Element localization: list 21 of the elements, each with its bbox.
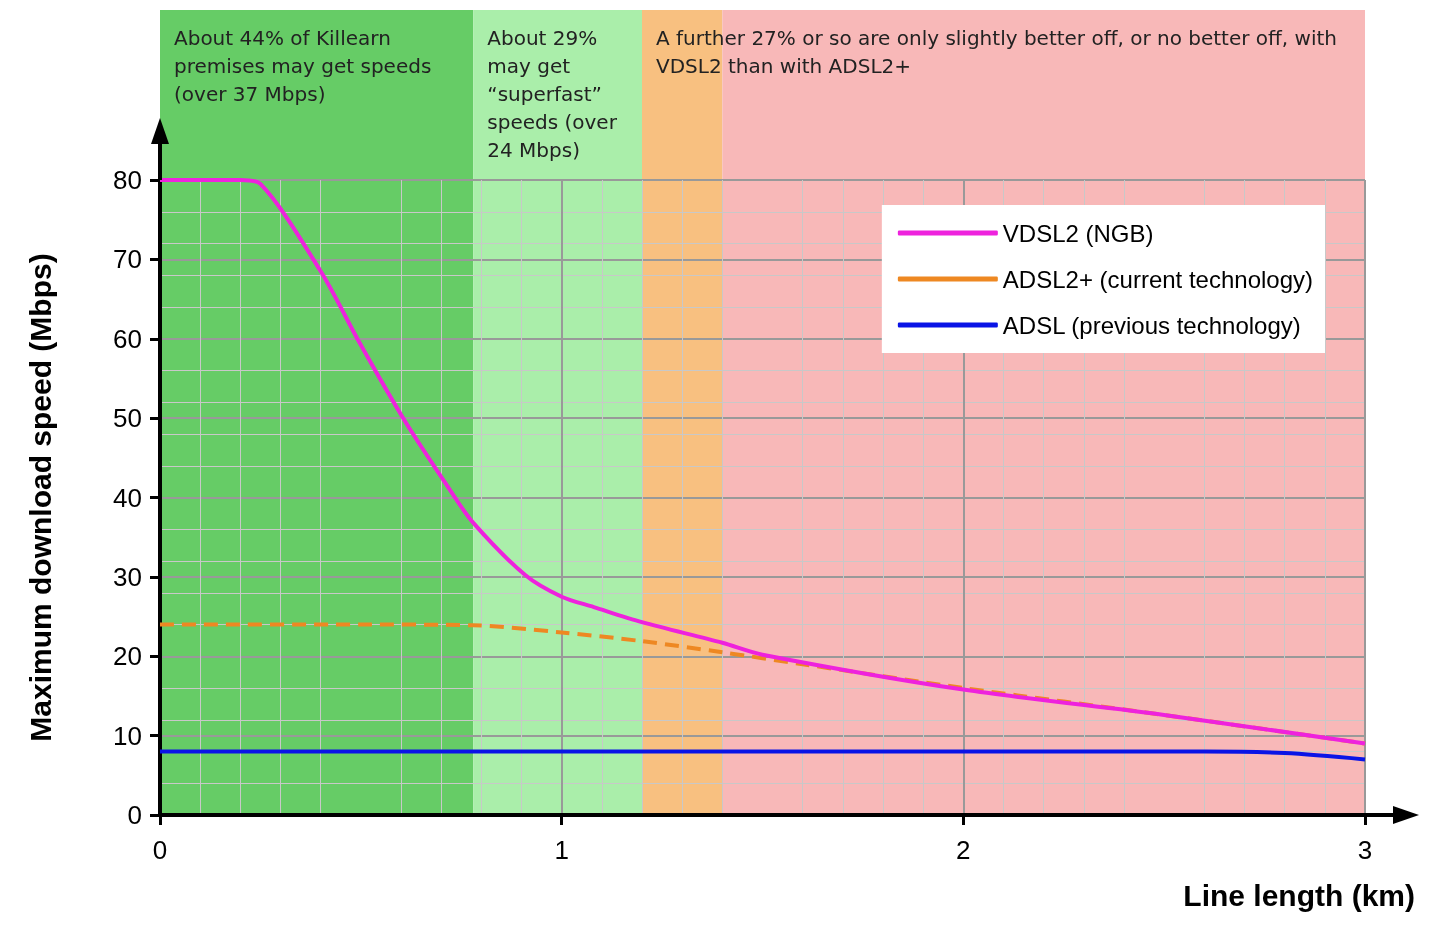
x-tick-label: 2 (956, 835, 971, 865)
legend-label: VDSL2 (NGB) (1002, 219, 1154, 247)
x-tick-label: 0 (152, 835, 168, 865)
y-tick-label: 60 (113, 323, 142, 354)
y-tick-label: 10 (113, 720, 142, 751)
y-tick-label: 50 (113, 403, 142, 434)
legend-label: ADSL (previous technology) (1002, 311, 1301, 339)
legend-label: ADSL2+ (current technology) (1002, 265, 1314, 293)
y-tick-label: 20 (113, 641, 142, 672)
x-axis-title: Line length (km) (1183, 878, 1415, 912)
x-tick-label: 3 (1357, 835, 1373, 865)
y-tick-label: 30 (113, 561, 142, 592)
band-label: About 29% may get “superfast” speeds (over 24 Mbps) (487, 26, 624, 162)
y-tick-label: 80 (113, 165, 142, 195)
x-tick-label: 1 (554, 835, 569, 865)
y-axis-title: Maximum download speed (Mbps) (23, 253, 57, 742)
band-label: About 44% of Killearn premises may get speeds (over 37 Mbps) (174, 26, 438, 106)
y-tick-label: 0 (127, 800, 142, 830)
y-tick-label: 40 (113, 482, 142, 513)
y-tick-label: 70 (113, 244, 142, 275)
band-label: A further 27% or so are only slightly better off, or no better off, with VDSL2 than with ADSL2+ (656, 26, 1344, 78)
